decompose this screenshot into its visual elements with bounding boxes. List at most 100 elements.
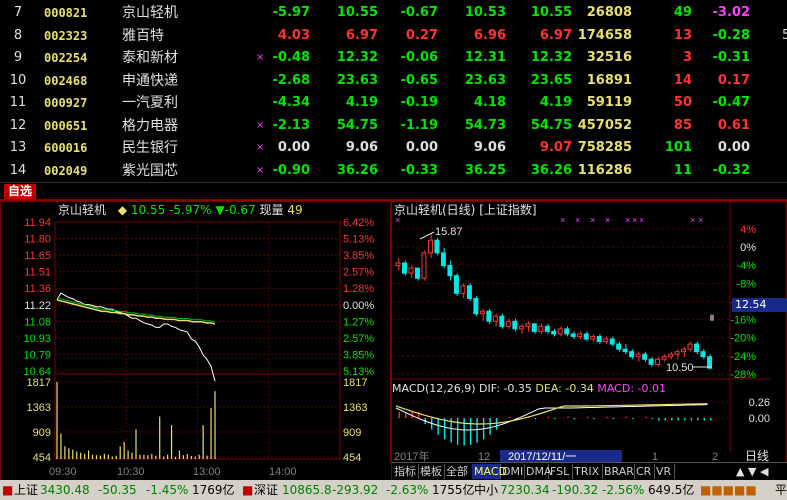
zx-label[interactable]: 中小 xyxy=(474,483,499,497)
signal-marker: × xyxy=(639,215,644,225)
cell-flag: × xyxy=(256,52,265,63)
tab-indicator[interactable]: TRIX xyxy=(572,464,603,479)
zx-value: 7230.34 xyxy=(500,483,550,497)
daily-title: 京山轻机(日线) xyxy=(394,203,476,217)
pct-tick-label: 0.00% xyxy=(343,300,374,312)
dea-label: DEA: xyxy=(535,382,562,395)
cell-ask: 9.07 xyxy=(539,140,572,155)
candle-body xyxy=(661,356,667,360)
tab-indicator[interactable]: FSL xyxy=(548,464,573,479)
pct-tick-label: -16% xyxy=(730,315,756,327)
high-pointer xyxy=(419,231,435,240)
cell-name: 紫光国芯 xyxy=(122,162,178,179)
price-tick-label: 10.93 xyxy=(23,333,51,345)
sz-chg: -293.92 xyxy=(332,483,379,497)
cell-code: 600016 xyxy=(44,141,88,155)
table-row[interactable]: 12 000651 格力电器 × -2.13 54.75 -1.19 54.73 54.75 45… xyxy=(0,115,787,138)
tab-indicator[interactable]: MACD xyxy=(472,464,507,479)
tab-indicator[interactable]: BRAR xyxy=(604,464,635,479)
table-row[interactable]: 7 000821 京山轻机 -5.97 10.55 -0.67 10.53 10.55 2680… xyxy=(0,2,787,25)
price-line xyxy=(56,292,216,382)
cell-chg: -0.33 xyxy=(400,162,438,178)
sz-amount: 1755亿 xyxy=(432,483,475,497)
candle-body xyxy=(564,328,570,335)
candle-body xyxy=(700,351,706,358)
vol-tick-label: 909 xyxy=(343,427,361,439)
table-row[interactable]: 14 002049 紫光国芯 × -0.90 36.26 -0.33 36.25 36.26 11… xyxy=(0,160,787,183)
cell-cur: 85 xyxy=(673,117,692,133)
candle-body xyxy=(577,333,583,337)
cell-code: 002254 xyxy=(44,51,88,65)
cell-name: 格力电器 xyxy=(122,117,178,134)
dif-value: -0.35 xyxy=(503,382,532,395)
cell-no: 12 xyxy=(9,117,27,133)
pct-tick-label: 3.85% xyxy=(343,349,374,361)
candle-body xyxy=(557,328,563,335)
cell-ask: 10.55 xyxy=(530,5,572,20)
zx-amount: 649.5亿 xyxy=(648,483,695,497)
cell-no: 14 xyxy=(9,162,27,178)
tab-zixuan[interactable]: 自选 xyxy=(4,184,37,199)
cell-price: 4.19 xyxy=(345,95,378,110)
candle-body xyxy=(583,333,589,340)
tab-indicator[interactable]: CR xyxy=(634,464,655,479)
cell-code: 000821 xyxy=(44,6,88,20)
candle-body xyxy=(414,267,420,279)
candle-body xyxy=(694,343,700,353)
scroll-down-icon[interactable]: ▼ xyxy=(747,465,757,478)
table-row[interactable]: 9 002254 泰和新材 × -0.48 12.32 -0.06 12.31 12.32 325… xyxy=(0,47,787,70)
intraday-chart[interactable]: 11.94 6.42% 11.80 5.13% 11.65 3.85% 11.51 2.57%… xyxy=(0,201,390,479)
tab-indicator[interactable]: 指标 xyxy=(392,464,419,479)
tab-indicator[interactable]: DMI xyxy=(502,464,525,479)
candle-body xyxy=(492,315,498,322)
tab-indicator[interactable]: VR xyxy=(654,464,675,479)
view-label[interactable]: 日线 xyxy=(745,449,770,463)
table-row[interactable]: 11 000927 一汽夏利 -4.34 4.19 -0.19 4.18 4.19 59119 5… xyxy=(0,92,787,115)
cell-chg: -0.06 xyxy=(400,50,438,65)
candle-body xyxy=(447,265,453,277)
cell-pct: -0.48 xyxy=(272,50,310,65)
candle-body xyxy=(668,353,674,358)
cell-no: 9 xyxy=(13,50,23,65)
table-row[interactable]: 8 002323 雅百特 4.03 6.97 0.27 6.96 6.97 174658 13 -0… xyxy=(0,25,787,48)
market-status-bar: ■ 上证 3430.48 -50.35 -1.45% 1769亿 ■ 深证 10… xyxy=(0,480,787,500)
cell-pct: -2.13 xyxy=(272,117,310,133)
candle-body xyxy=(681,348,687,353)
scroll-left-icon[interactable]: ◀ xyxy=(759,465,769,478)
sz-label[interactable]: 深证 xyxy=(254,483,279,497)
tab-indicator[interactable]: DMA xyxy=(526,464,552,479)
diamond-icon: ◆ xyxy=(117,203,128,217)
macd-label: MACD(12,26,9) xyxy=(392,382,476,395)
candle-body xyxy=(642,353,648,360)
price-tick-label: 11.22 xyxy=(24,300,51,312)
tab-indicator[interactable]: 全部 xyxy=(444,464,473,479)
sh-label[interactable]: 上证 xyxy=(14,483,39,497)
candle-body xyxy=(648,358,654,365)
table-row[interactable]: 10 002468 申通快递 -2.68 23.63 -0.65 23.63 23.65 168… xyxy=(0,70,787,93)
scroll-up-icon[interactable]: ▲ xyxy=(736,465,745,478)
cell-flag: × xyxy=(256,164,265,176)
cell-bid: 12.31 xyxy=(464,50,506,65)
time-tick-label: 10:30 xyxy=(117,466,145,478)
date-tick-label: 2017/12/11/一 xyxy=(508,451,576,462)
signal-marker: × xyxy=(605,215,610,225)
table-row[interactable]: 13 600016 民生银行 × 0.00 9.06 0.00 9.06 9.07 758285 1… xyxy=(0,137,787,160)
candle-body xyxy=(453,275,459,294)
cell-spd: 0.61 xyxy=(717,117,750,133)
signal-marker: × xyxy=(575,215,580,225)
macd-value-label: MACD: xyxy=(597,382,635,395)
daily-chart[interactable]: ××××××××××4%0%-4%-8%-12%-16%-20%-24%-28%… xyxy=(390,201,787,462)
pct-tick-label: 2.57% xyxy=(343,267,374,279)
sh-pct: -1.45% xyxy=(146,483,189,497)
candle-body xyxy=(622,348,628,353)
tab-indicator[interactable]: 模板 xyxy=(418,464,445,479)
pct-tick-label: 0% xyxy=(740,242,756,254)
tray-icons: ■■■■■ xyxy=(700,483,757,497)
index-label[interactable]: [上证指数] xyxy=(479,203,537,217)
candle-body xyxy=(401,262,407,274)
candle-body xyxy=(395,262,401,267)
candle-body xyxy=(551,330,557,335)
candle-body xyxy=(434,239,440,254)
cell-no: 7 xyxy=(13,5,23,20)
sz-pct: -2.63% xyxy=(386,483,429,497)
